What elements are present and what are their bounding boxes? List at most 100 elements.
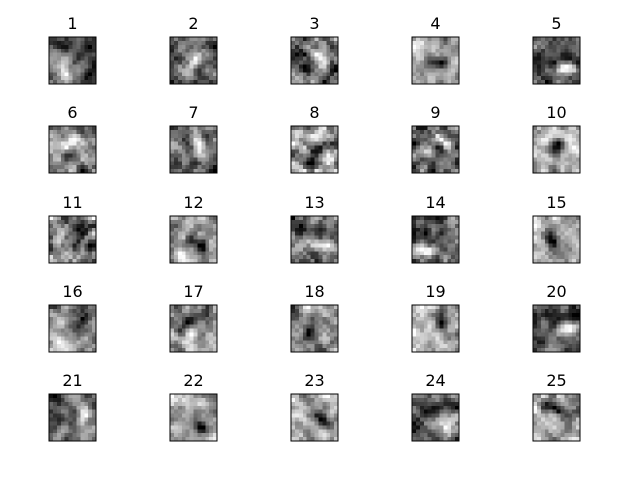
pixel-cell <box>415 157 420 162</box>
pixel-cell <box>552 149 557 154</box>
pixel-cell <box>170 37 174 41</box>
pixel-cell <box>431 394 436 398</box>
pixel-cell <box>185 394 190 398</box>
pixel-cell <box>310 219 315 224</box>
pixel-cell <box>412 405 416 410</box>
pixel-cell <box>326 40 331 45</box>
pixel-cell <box>412 80 416 85</box>
pixel-cell <box>568 332 573 337</box>
pixel-cell <box>88 417 93 422</box>
pixel-cell <box>60 429 65 434</box>
pixel-cell <box>60 72 65 77</box>
pixel-cell <box>298 48 303 53</box>
pixel-cell <box>185 161 190 166</box>
pixel-cell <box>80 76 85 81</box>
pixel-cell <box>189 316 194 321</box>
pixel-cell <box>548 421 553 426</box>
pixel-cell <box>415 247 420 252</box>
pixel-cell <box>568 37 573 41</box>
pixel-cell <box>49 52 53 57</box>
pixel-cell <box>49 312 53 317</box>
pixel-cell <box>88 153 93 158</box>
filter-panel-10: 10 <box>532 103 581 174</box>
pixel-cell <box>544 235 549 240</box>
pixel-cell <box>451 40 456 45</box>
pixel-cell <box>572 425 577 430</box>
pixel-cell <box>455 219 460 224</box>
pixel-cell <box>52 223 57 228</box>
pixel-cell <box>205 255 210 260</box>
pixel-cell <box>415 312 420 317</box>
pixel-cell <box>209 255 214 260</box>
pixel-cell <box>322 37 327 41</box>
pixel-cell <box>291 76 295 81</box>
pixel-cell <box>201 394 206 398</box>
pixel-cell <box>310 216 315 220</box>
pixel-cell <box>314 60 319 65</box>
pixel-cell <box>443 417 448 422</box>
pixel-cell <box>443 312 448 317</box>
pixel-cell <box>298 60 303 65</box>
pixel-cell <box>412 72 416 77</box>
pixel-cell <box>536 44 541 49</box>
pixel-cell <box>318 259 323 264</box>
pixel-cell <box>334 145 339 150</box>
pixel-cell <box>189 153 194 158</box>
pixel-cell <box>294 169 299 174</box>
pixel-cell <box>322 80 327 85</box>
pixel-cell <box>427 405 432 410</box>
pixel-cell <box>568 235 573 240</box>
pixel-cell <box>423 340 428 345</box>
pixel-cell <box>80 56 85 61</box>
pixel-cell <box>302 417 307 422</box>
pixel-cell <box>447 312 452 317</box>
pixel-cell <box>419 72 424 77</box>
pixel-cell <box>564 259 569 264</box>
pixel-cell <box>197 239 202 244</box>
pixel-cell <box>423 413 428 418</box>
pixel-cell <box>76 60 81 65</box>
pixel-cell <box>318 129 323 134</box>
pixel-cell <box>209 133 214 138</box>
pixel-cell <box>76 243 81 248</box>
pixel-cell <box>564 394 569 398</box>
pixel-cell <box>84 251 89 256</box>
pixel-cell <box>568 409 573 414</box>
pixel-cell <box>201 137 206 142</box>
pixel-cell <box>314 80 319 85</box>
pixel-cell <box>451 328 456 333</box>
pixel-cell <box>52 60 57 65</box>
pixel-cell <box>455 348 460 353</box>
pixel-cell <box>455 157 460 162</box>
pixel-cell <box>455 235 460 240</box>
pixel-cell <box>56 413 61 418</box>
pixel-cell <box>185 157 190 162</box>
pixel-cell <box>427 251 432 256</box>
pixel-cell <box>209 60 214 65</box>
pixel-cell <box>306 80 311 85</box>
pixel-cell <box>568 40 573 45</box>
pixel-cell <box>326 48 331 53</box>
pixel-cell <box>197 324 202 329</box>
pixel-cell <box>455 161 460 166</box>
pixel-cell <box>314 340 319 345</box>
pixel-cell <box>302 52 307 57</box>
pixel-cell <box>76 413 81 418</box>
panel-title: 13 <box>304 193 324 212</box>
pixel-cell <box>306 37 311 41</box>
pixel-cell <box>302 126 307 130</box>
pixel-cell <box>302 405 307 410</box>
pixel-cell <box>84 80 89 85</box>
pixel-cell <box>431 165 436 170</box>
pixel-cell <box>439 344 444 349</box>
pixel-cell <box>552 223 557 228</box>
pixel-cell <box>568 433 573 438</box>
pixel-cell <box>52 429 57 434</box>
pixel-cell <box>197 328 202 333</box>
pixel-cell <box>572 397 577 402</box>
pixel-cell <box>447 48 452 53</box>
pixel-cell <box>435 227 440 232</box>
pixel-cell <box>427 437 432 442</box>
pixel-cell <box>209 239 214 244</box>
pixel-cell <box>56 165 61 170</box>
